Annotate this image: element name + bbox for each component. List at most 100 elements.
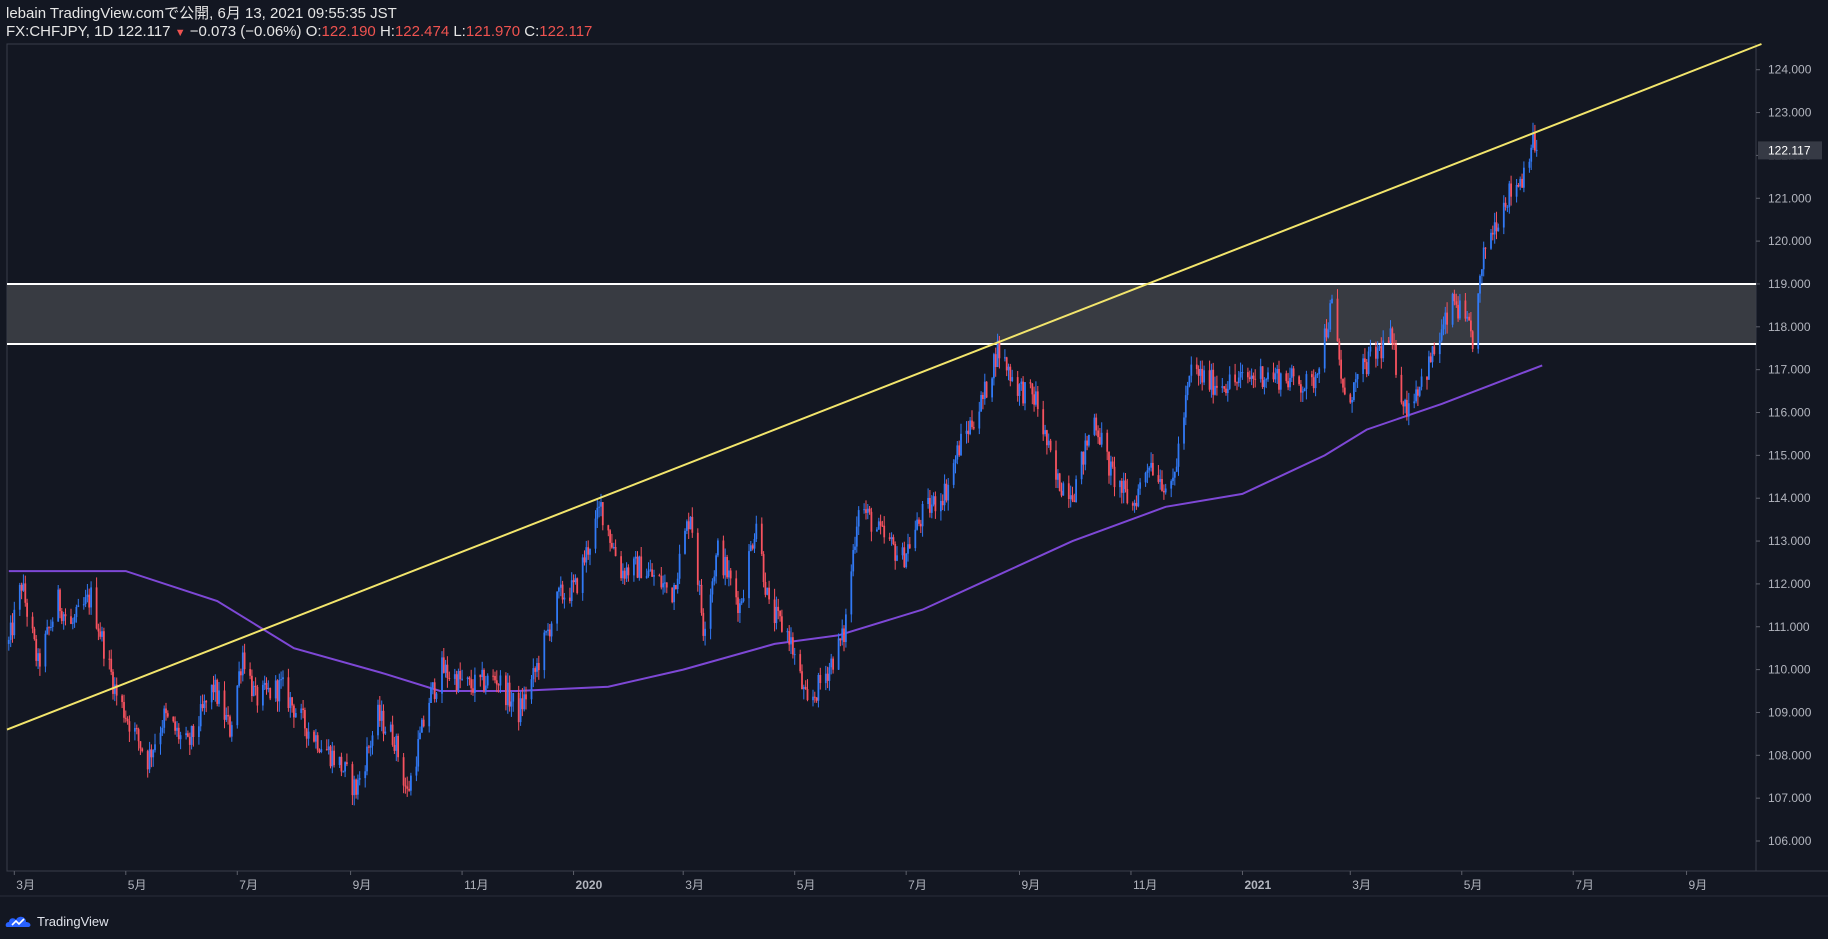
candle xyxy=(934,491,937,519)
tradingview-logo-icon[interactable] xyxy=(5,913,33,929)
candle-body xyxy=(1214,385,1216,395)
candle-body xyxy=(960,433,962,456)
candle-body xyxy=(212,684,215,693)
candle xyxy=(1197,365,1200,386)
candle-body xyxy=(497,684,500,686)
candle xyxy=(1170,479,1173,498)
candle-body xyxy=(548,629,551,637)
candle-body xyxy=(459,671,462,680)
candle xyxy=(991,377,993,402)
candle xyxy=(696,528,699,592)
candle-body xyxy=(419,732,421,740)
candle-body xyxy=(802,686,805,690)
candle-body xyxy=(508,682,511,707)
candle-body xyxy=(863,509,865,511)
candle xyxy=(1120,478,1123,504)
candle-body xyxy=(1225,388,1227,393)
candle-body xyxy=(1515,185,1518,197)
candle xyxy=(1055,440,1057,488)
candle-body xyxy=(1482,247,1485,270)
candle xyxy=(269,687,272,701)
candle-body xyxy=(187,733,189,737)
candle xyxy=(1049,438,1052,453)
candle-body xyxy=(441,657,443,694)
candle xyxy=(499,670,502,694)
candle xyxy=(901,542,904,560)
candle-body xyxy=(198,726,200,737)
candle-body xyxy=(1331,298,1333,304)
candle-body xyxy=(384,731,387,734)
candle-body xyxy=(786,631,789,633)
candle-body xyxy=(1457,304,1459,319)
candle xyxy=(1082,451,1085,475)
candle xyxy=(845,608,847,648)
candle xyxy=(1502,195,1505,235)
x-tick-label: 3月 xyxy=(16,878,35,892)
candle xyxy=(484,675,487,695)
candle xyxy=(325,739,328,751)
footer-brand[interactable]: TradingView xyxy=(37,913,109,929)
candle xyxy=(724,548,727,586)
candle-body xyxy=(876,529,878,532)
x-tick-label: 9月 xyxy=(353,878,372,892)
candle-body xyxy=(307,731,310,739)
candle xyxy=(1031,383,1034,405)
candle xyxy=(227,706,229,725)
candle xyxy=(914,520,917,552)
candle xyxy=(1329,299,1332,333)
candle xyxy=(572,574,575,593)
candle-body xyxy=(1426,376,1428,380)
candle xyxy=(1298,375,1300,386)
candle-body xyxy=(1135,502,1138,507)
candle xyxy=(1108,451,1110,484)
candle-body xyxy=(700,584,703,613)
candle xyxy=(773,588,776,632)
candle xyxy=(64,608,67,626)
candle xyxy=(587,540,590,560)
candle-body xyxy=(799,654,802,672)
candle xyxy=(548,624,551,642)
candle xyxy=(39,648,41,676)
candle-body xyxy=(996,340,999,367)
candle-body xyxy=(77,605,80,607)
candle-body xyxy=(1247,372,1249,378)
candle xyxy=(415,756,418,782)
candle-body xyxy=(1047,440,1050,446)
candle-body xyxy=(676,578,679,589)
candle-body xyxy=(134,728,136,732)
candle xyxy=(57,585,60,622)
candle-body xyxy=(1495,222,1498,232)
candle-body xyxy=(338,756,341,765)
candle xyxy=(726,554,728,579)
candle-body xyxy=(431,682,434,688)
candle xyxy=(35,635,38,667)
candle-body xyxy=(1415,389,1417,402)
candle-body xyxy=(739,603,741,613)
candle xyxy=(558,586,560,599)
candle-body xyxy=(135,728,138,730)
x-tick-label: 2021 xyxy=(1244,878,1271,892)
candle xyxy=(1528,158,1531,173)
candle-body xyxy=(696,532,699,585)
candle xyxy=(59,588,61,619)
candle-body xyxy=(645,575,648,579)
symbol-label: FX:CHFJPY, 1D 122.117 xyxy=(6,23,171,40)
candle-body xyxy=(389,724,392,732)
candle xyxy=(18,582,21,616)
candle xyxy=(686,519,688,535)
candle xyxy=(841,619,844,646)
candle xyxy=(830,653,833,675)
candle-body xyxy=(532,668,535,680)
candle-body xyxy=(243,652,246,670)
candle xyxy=(22,574,25,592)
candle xyxy=(1267,367,1269,382)
candle xyxy=(70,608,72,625)
candle xyxy=(9,615,12,648)
candle xyxy=(115,677,118,706)
candle-body xyxy=(230,725,233,737)
candle-body xyxy=(300,708,303,713)
candle xyxy=(446,656,449,688)
candle-body xyxy=(1139,482,1141,489)
candle xyxy=(921,501,924,537)
